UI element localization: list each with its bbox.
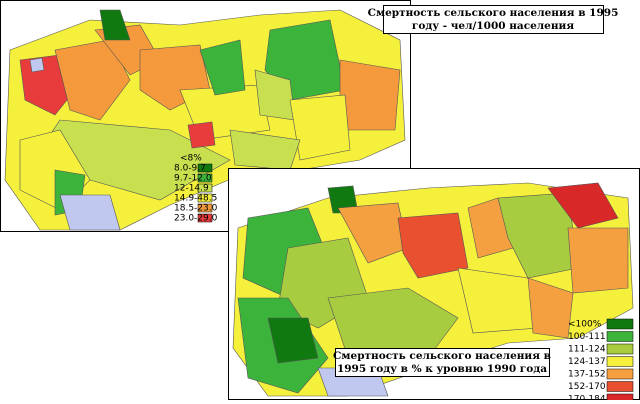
legend-label: 18.5-23.0 [174,204,218,214]
legend-swatch [197,163,213,173]
title-box-1 [383,5,604,34]
region [59,194,121,231]
title-line: Смертность сельского населения в [333,350,551,362]
legend-swatch [197,203,213,213]
title-line: Смертность сельского населения в 1995 [368,7,619,19]
title-line: году - чел/1000 населения [412,20,574,32]
region [267,317,319,364]
map-2 [232,182,634,397]
legend-label: 9.7-12.0 [174,174,212,184]
region [547,182,619,229]
legend-swatch [197,193,213,203]
region [54,39,131,121]
legend-swatch [606,381,634,392]
legend-label: <100% [568,320,602,330]
legend-label: 111-124 [568,345,606,355]
region [289,94,351,161]
map-1 [4,9,406,231]
legend-swatch [606,393,634,404]
title-box-2 [335,348,550,377]
legend-label: 8.0-9.7 [174,164,206,174]
legend-swatch [606,368,634,380]
region [397,212,469,279]
region [29,57,45,73]
region [99,9,131,41]
legend-swatch [606,343,634,355]
legend-label: 170-184 [568,395,606,401]
region [187,121,216,149]
legend-label: 23.0-29.0 [174,214,218,224]
region [527,277,574,339]
legend-swatch [197,213,213,223]
legend-swatch [197,183,213,193]
region [339,59,401,131]
legend-label: 12-14.9 [174,184,209,194]
legend-label: 152-170 [568,382,606,392]
legend-label: 124-137 [568,357,606,367]
legend-swatch [606,356,634,367]
region [199,39,246,96]
legend-label: 14.9-48.5 [174,194,217,204]
region [567,227,629,294]
legend-swatch [197,173,213,183]
legend-label: 100-111 [568,332,606,342]
legend-swatch [606,318,634,330]
legend-swatch [606,331,634,342]
legend-header: <8% [180,154,202,164]
title-line: 1995 году в % к уровню 1990 года [337,363,547,375]
legend-label: 137-152 [568,370,606,380]
